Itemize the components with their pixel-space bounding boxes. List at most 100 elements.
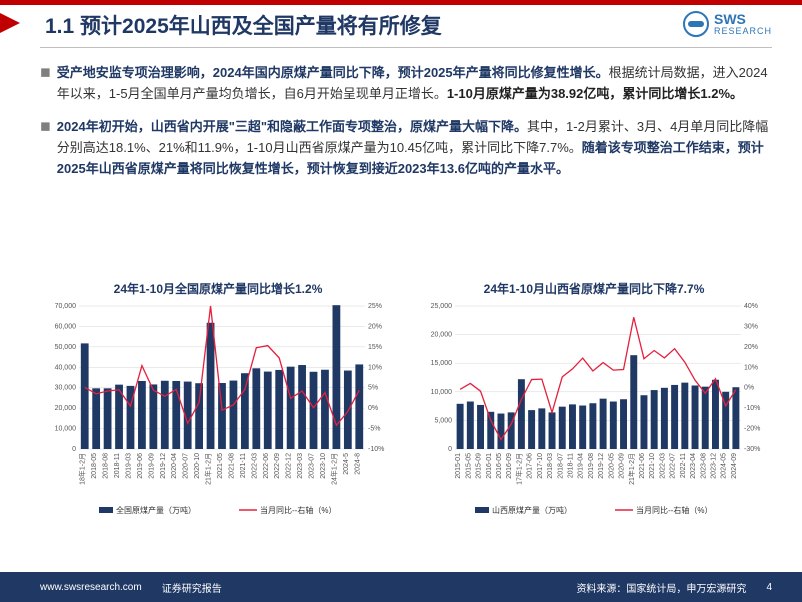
svg-text:2016-01: 2016-01 [486,453,493,479]
svg-text:2023-04: 2023-04 [690,453,697,479]
svg-text:-20%: -20% [744,426,760,433]
svg-text:2024-8: 2024-8 [354,453,361,475]
svg-text:20%: 20% [368,323,382,330]
svg-text:60,000: 60,000 [55,323,77,330]
svg-text:20%: 20% [744,344,758,351]
svg-text:2015-09: 2015-09 [476,453,483,479]
svg-text:5,000: 5,000 [434,417,452,424]
svg-text:2018-05: 2018-05 [91,453,98,479]
svg-text:2017-10: 2017-10 [537,453,544,479]
svg-text:2020-04: 2020-04 [171,453,178,479]
svg-text:2018-03: 2018-03 [547,453,554,479]
chart-shanxi: 24年1-10月山西省原煤产量同比下降7.7% 0 5,000 10,000 15,0… [416,280,772,526]
svg-text:0: 0 [448,446,452,453]
svg-text:2023-10: 2023-10 [320,453,327,479]
svg-text:2020-05: 2020-05 [608,453,615,479]
svg-text:24年1-2月: 24年1-2月 [329,453,338,485]
svg-text:10,000: 10,000 [55,426,77,433]
svg-text:2022-09: 2022-09 [274,453,281,479]
svg-text:2021-08: 2021-08 [228,453,235,479]
svg-text:2020-09: 2020-09 [619,453,626,479]
svg-text:25,000: 25,000 [431,303,453,310]
svg-text:17年1-2月: 17年1-2月 [514,453,523,485]
svg-text:2017-06: 2017-06 [527,453,534,479]
svg-text:2020-10: 2020-10 [194,453,201,479]
svg-text:21年1-2月: 21年1-2月 [627,453,636,485]
bullet-text: 2024年初开始，山西省内开展"三超"和隐蔽工作面专项整治，原煤产量大幅下降。其… [57,116,772,179]
svg-text:2019-09: 2019-09 [148,453,155,479]
footer-page: 4 [766,582,772,593]
svg-text:全国原煤产量（万吨）: 全国原煤产量（万吨） [116,505,196,515]
svg-text:2022-03: 2022-03 [251,453,258,479]
chart-title: 24年1-10月全国原煤产量同比增长1.2% [40,280,396,297]
svg-text:2015-01: 2015-01 [455,453,462,479]
svg-text:2019-04: 2019-04 [578,453,585,479]
svg-text:2019-06: 2019-06 [137,453,144,479]
bullet-1: ◼ 受产地安监专项治理影响，2024年国内原煤产量同比下降，预计2025年产量将… [40,62,772,104]
svg-text:2023-12: 2023-12 [710,453,717,479]
svg-text:50,000: 50,000 [55,344,77,351]
svg-text:2016-05: 2016-05 [496,453,503,479]
svg-text:15%: 15% [368,344,382,351]
footer-source: 资料来源：国家统计局，申万宏源研究 [576,580,746,595]
svg-text:2023-07: 2023-07 [309,453,316,479]
chart-title: 24年1-10月山西省原煤产量同比下降7.7% [416,280,772,297]
svg-text:2023-08: 2023-08 [700,453,707,479]
svg-text:2018-11: 2018-11 [114,453,121,478]
svg-text:当月同比--右轴（%）: 当月同比--右轴（%） [636,505,712,515]
bullet-marker: ◼ [40,64,51,104]
chart-national: 24年1-10月全国原煤产量同比增长1.2% 010,00020,00030,0… [40,280,396,526]
bullet-marker: ◼ [40,118,51,179]
page-title: 1.1 预计2025年山西及全国产量将有所修复 [45,10,442,40]
svg-text:25%: 25% [368,303,382,310]
svg-text:2019-08: 2019-08 [588,453,595,479]
svg-text:-10%: -10% [368,446,384,453]
svg-text:2020-07: 2020-07 [183,453,190,479]
svg-text:40,000: 40,000 [55,364,77,371]
footer-url: www.swsresearch.com [40,582,142,593]
svg-text:2015-05: 2015-05 [465,453,472,479]
svg-text:15,000: 15,000 [431,360,453,367]
svg-text:2018-11: 2018-11 [567,453,574,478]
svg-text:70,000: 70,000 [55,303,77,310]
svg-text:30,000: 30,000 [55,385,77,392]
svg-text:0: 0 [72,446,76,453]
svg-text:当月同比--右轴（%）: 当月同比--右轴（%） [260,505,336,515]
chart-svg-national: 010,00020,00030,00040,00050,00060,00070,… [40,301,396,521]
bullet-highlight: 1-10月原煤产量为38.92亿吨，累计同比增长1.2%。 [447,86,743,101]
svg-text:2019-12: 2019-12 [160,453,167,479]
header: 1.1 预计2025年山西及全国产量将有所修复 SWS RESEARCH [0,0,802,60]
svg-text:2022-11: 2022-11 [680,453,687,478]
svg-text:20,000: 20,000 [431,332,453,339]
logo-text: SWS [714,12,772,26]
footer: www.swsresearch.com 证券研究报告 资料来源：国家统计局，申万… [0,572,802,602]
svg-text:-10%: -10% [744,405,760,412]
logo-subtext: RESEARCH [714,26,772,36]
charts-container: 24年1-10月全国原煤产量同比增长1.2% 0 10,000 20,000 30,0… [40,280,772,526]
svg-text:2022-12: 2022-12 [286,453,293,479]
svg-text:2016-09: 2016-09 [506,453,513,479]
svg-text:2021-11: 2021-11 [240,453,247,478]
svg-text:0%: 0% [744,385,754,392]
svg-text:2022-03: 2022-03 [659,453,666,479]
svg-text:30%: 30% [744,323,758,330]
svg-text:2018-08: 2018-08 [103,453,110,479]
svg-text:2018-07: 2018-07 [557,453,564,479]
bullet-lead: 2024年初开始，山西省内开展"三超"和隐蔽工作面专项整治，原煤产量大幅下降。 [57,119,527,134]
svg-text:10%: 10% [744,364,758,371]
header-divider [40,47,772,48]
svg-text:10,000: 10,000 [431,389,453,396]
svg-text:40%: 40% [744,303,758,310]
svg-text:2023-03: 2023-03 [297,453,304,479]
bullet-lead: 受产地安监专项治理影响，2024年国内原煤产量同比下降，预计2025年产量将同比… [57,65,609,80]
bullet-text: 受产地安监专项治理影响，2024年国内原煤产量同比下降，预计2025年产量将同比… [57,62,772,104]
svg-text:2021-10: 2021-10 [649,453,656,479]
svg-text:2021-06: 2021-06 [639,453,646,479]
chart-svg-shanxi: 05,00010,00015,00020,00025,000-30%-20%-1… [416,301,772,521]
svg-text:-5%: -5% [368,426,380,433]
bullet-2: ◼ 2024年初开始，山西省内开展"三超"和隐蔽工作面专项整治，原煤产量大幅下降… [40,116,772,179]
svg-text:10%: 10% [368,364,382,371]
svg-text:2022-07: 2022-07 [670,453,677,479]
svg-text:2019-03: 2019-03 [125,453,132,479]
svg-text:2024-5: 2024-5 [343,453,350,475]
